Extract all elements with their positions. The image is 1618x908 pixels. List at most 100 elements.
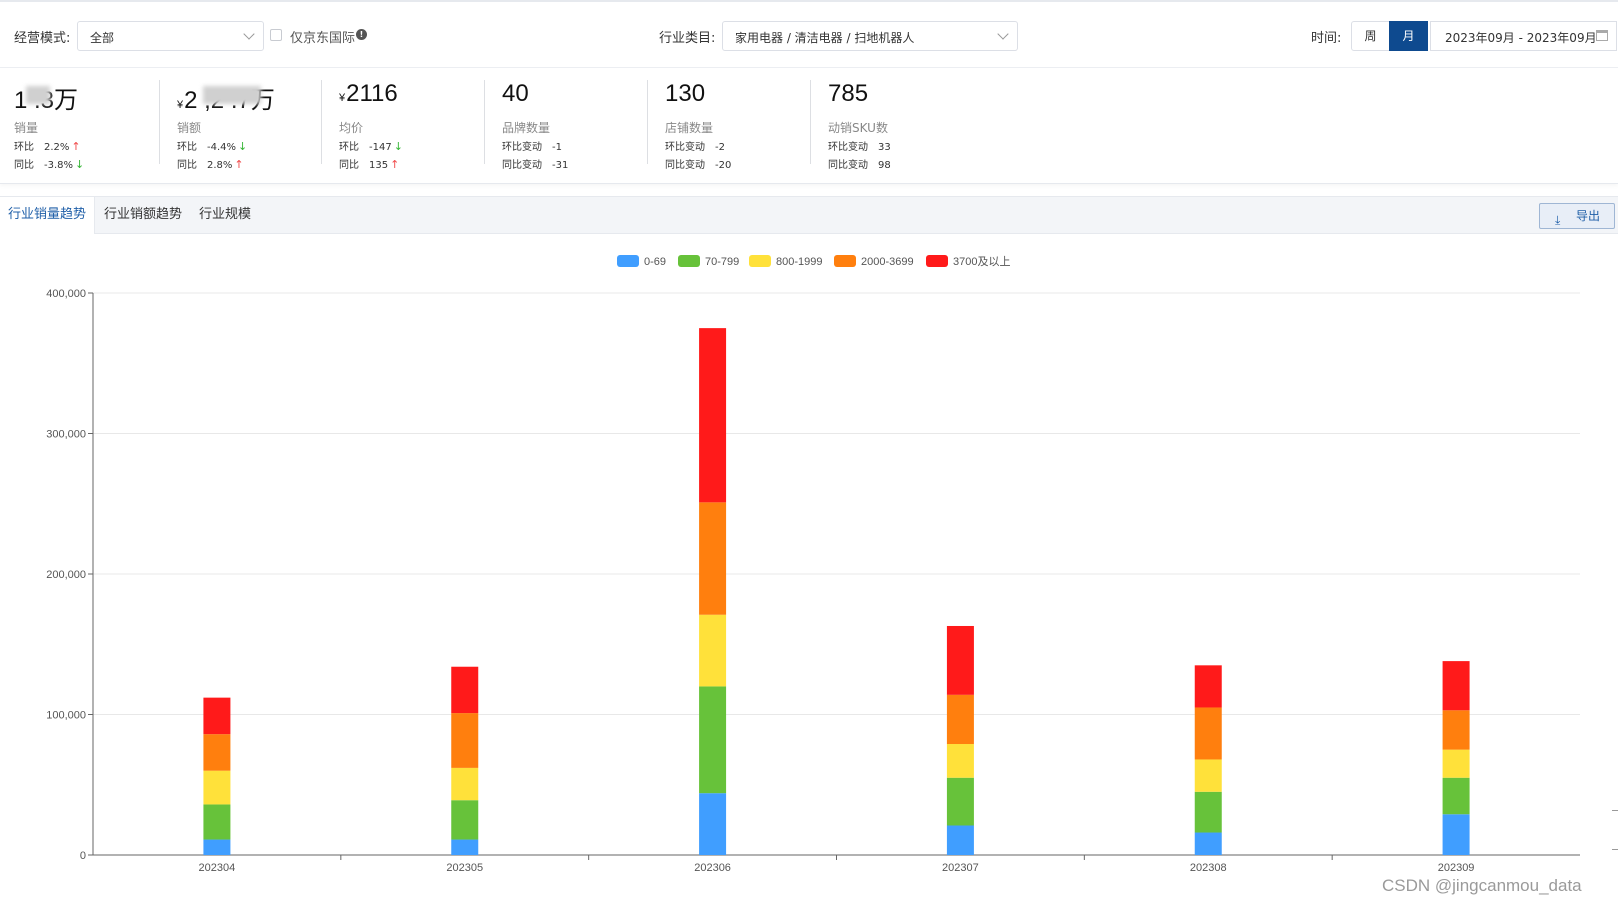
kpi-yoy-label: 同比变动 xyxy=(828,160,868,171)
chevron-down-icon xyxy=(997,28,1009,40)
jd-only-label: 仅京东国际 xyxy=(290,31,356,46)
kpi-name: 销量 xyxy=(14,121,39,135)
kpi-currency: ¥ xyxy=(177,99,184,111)
mode-label: 经营模式: xyxy=(14,31,71,46)
export-label: 导出 xyxy=(1576,209,1601,223)
kpi-name: 销额 xyxy=(177,121,202,135)
bar-segment xyxy=(451,767,479,801)
kpi-yoy-value: 98 xyxy=(878,160,891,171)
legend-label: 70-799 xyxy=(705,256,739,268)
kpi-mom: 环比变动 -1 xyxy=(502,138,562,153)
kpi-divider xyxy=(810,80,811,164)
arrow-down-icon: ↓ xyxy=(75,158,85,171)
arrow-up-icon: ↑ xyxy=(71,140,81,153)
bar-segment xyxy=(451,666,479,714)
tab-sales-volume-trend[interactable]: 行业销量趋势 xyxy=(0,197,96,234)
arrow-up-icon: ↑ xyxy=(234,158,244,171)
redaction-blur xyxy=(203,86,261,104)
kpi-mom: 环比 2.2% ↑ xyxy=(14,138,81,153)
kpi-mom-value: -1 xyxy=(552,142,562,153)
bar-segment xyxy=(1194,665,1222,708)
kpi-card: 130 店铺数量环比变动 -2 同比变动 -20 xyxy=(647,78,811,174)
kpi-name: 品牌数量 xyxy=(502,121,551,135)
tab-sales-amount-trend[interactable]: 行业销额趋势 xyxy=(104,207,183,222)
legend-swatch xyxy=(678,255,700,267)
kpi-yoy-label: 同比 xyxy=(177,160,197,171)
legend-label: 800-1999 xyxy=(776,256,823,268)
category-label: 行业类目: xyxy=(659,31,716,46)
bar-segment xyxy=(946,625,974,695)
kpi-yoy: 同比 135 ↑ xyxy=(339,156,399,171)
kpi-name: 店铺数量 xyxy=(665,121,714,135)
kpi-currency: ¥ xyxy=(339,92,346,104)
y-tick-label: 200,000 xyxy=(46,569,86,581)
kpi-mom: 环比变动 33 xyxy=(828,138,891,153)
kpi-value-text: 2116 xyxy=(346,80,398,107)
kpi-yoy-value: 2.8% xyxy=(207,160,233,171)
legend-swatch xyxy=(617,255,639,267)
x-tick-label: 202306 xyxy=(694,862,731,874)
kpi-yoy-label: 同比变动 xyxy=(665,160,705,171)
sales-volume-chart: 0 100,000 200,000 300,000 400,000 202304 20230… xyxy=(0,240,1618,908)
kpi-name: 均价 xyxy=(339,121,364,135)
kpi-yoy: 同比变动 -20 xyxy=(665,156,731,171)
kpi-value-text: 40 xyxy=(502,80,529,107)
period-week-button[interactable]: 周 xyxy=(1351,21,1390,51)
bar-segment xyxy=(451,800,479,840)
period-month-button[interactable]: 月 xyxy=(1389,21,1428,51)
tab-industry-scale[interactable]: 行业规模 xyxy=(199,207,252,222)
info-icon[interactable]: ! xyxy=(356,29,367,40)
export-button[interactable]: ⤓ 导出 xyxy=(1539,203,1615,229)
category-select[interactable]: 家用电器 / 清洁电器 / 扫地机器人 xyxy=(722,21,1018,51)
calendar-icon xyxy=(1596,30,1608,41)
bar-segment xyxy=(1442,710,1470,750)
x-tick-label: 202307 xyxy=(942,862,979,874)
kpi-mom-label: 环比变动 xyxy=(502,142,542,153)
bar-segment xyxy=(699,614,727,687)
kpi-value-text: 785 xyxy=(828,80,869,107)
legend-swatch xyxy=(926,255,948,267)
kpi-mom: 环比变动 -2 xyxy=(665,138,725,153)
kpi-divider xyxy=(484,80,485,164)
kpi-value: 130 xyxy=(665,80,705,108)
bar-segment xyxy=(699,328,727,503)
jd-only-checkbox[interactable] xyxy=(270,29,282,41)
kpi-yoy-value: 135 xyxy=(369,160,389,171)
kpi-yoy-value: -31 xyxy=(552,160,569,171)
kpi-value: ¥2116 xyxy=(339,80,398,108)
legend-label: 3700及以上 xyxy=(953,255,1010,268)
kpi-yoy-label: 同比 xyxy=(14,160,34,171)
bar-segment xyxy=(699,793,727,855)
bar-segment xyxy=(1194,791,1222,833)
arrow-down-icon: ↓ xyxy=(393,140,403,153)
chart-svg: 0 100,000 200,000 300,000 400,000 202304 20230… xyxy=(46,255,1580,874)
kpi-mom-value: -2 xyxy=(715,142,725,153)
y-tick-label: 400,000 xyxy=(46,288,86,300)
bar-segment xyxy=(1194,759,1222,792)
mode-select[interactable]: 全部 xyxy=(77,21,264,51)
arrow-up-icon: ↑ xyxy=(390,158,400,171)
kpi-value: 40 xyxy=(502,80,529,108)
legend-swatch xyxy=(834,255,856,267)
tabs-bar: 行业销量趋势 行业销额趋势 行业规模 ⤓ 导出 xyxy=(0,196,1618,234)
date-range-picker[interactable]: 2023年09月 - 2023年09月 xyxy=(1430,21,1617,51)
kpi-mom-label: 环比 xyxy=(14,142,34,153)
kpi-yoy: 同比变动 98 xyxy=(828,156,891,171)
x-tick-label: 202309 xyxy=(1438,862,1475,874)
bar-segment xyxy=(1442,814,1470,855)
bar-segment xyxy=(1194,832,1222,855)
kpi-yoy-label: 同比 xyxy=(339,160,359,171)
mode-select-value: 全部 xyxy=(90,31,115,45)
bar-segment xyxy=(699,502,727,615)
legend-label: 0-69 xyxy=(644,256,666,268)
kpi-yoy-label: 同比变动 xyxy=(502,160,542,171)
kpi-mom-value: 2.2% xyxy=(44,142,70,153)
chevron-down-icon xyxy=(243,28,255,40)
bar-segment xyxy=(1194,707,1222,760)
bar-segment xyxy=(1442,749,1470,778)
kpi-divider xyxy=(321,80,322,164)
edge-marks xyxy=(1612,810,1618,850)
bar-segment xyxy=(451,713,479,768)
x-tick-label: 202304 xyxy=(199,862,236,874)
